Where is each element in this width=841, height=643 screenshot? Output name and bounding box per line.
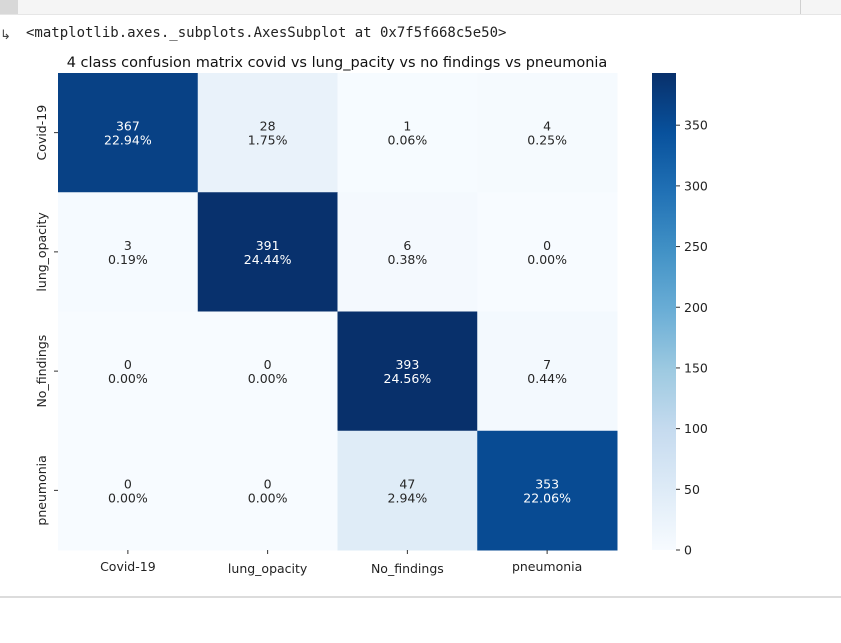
x-tick-label-2: No_findings (371, 561, 444, 576)
heatmap-cell-r2-c2 (337, 311, 478, 432)
cell-count-r1-c1: 391 (256, 238, 280, 253)
chart-title: 4 class confusion matrix covid vs lung_p… (67, 55, 608, 71)
y-axis-ticks: Covid-19 lung_opacity No_findings pneumonia (34, 105, 58, 526)
cell-count-r2-c1: 0 (264, 357, 272, 372)
cell-percent-r2-c2: 24.56% (384, 371, 432, 386)
colorbar-tick-label-0: 0 (684, 543, 692, 558)
heatmap-cell-r3-c2 (337, 430, 478, 551)
heatmap-cell-r0-c1 (197, 73, 338, 193)
heatmap-cell-r2-c1 (197, 311, 338, 432)
cell-percent-r2-c0: 0.00% (108, 371, 148, 386)
x-axis-ticks: Covid-19 lung_opacity No_findings pneumonia (100, 550, 582, 576)
cell-bottom-border (0, 596, 841, 598)
colorbar (652, 73, 676, 550)
y-tick-label-2: No_findings (34, 335, 49, 408)
cell-percent-r1-c1: 24.44% (244, 252, 292, 267)
cell-percent-r0-c1: 1.75% (248, 133, 288, 148)
x-tick-label-0: Covid-19 (100, 559, 156, 574)
heatmap-cell-r1-c1 (197, 192, 338, 312)
heatmap-cell-r2-c0 (58, 311, 199, 432)
colorbar-ticks: 0 50 100 150 200 250 300 350 (676, 118, 708, 558)
y-tick-label-0: Covid-19 (34, 105, 49, 161)
colorbar-tick-label-5: 250 (684, 239, 708, 254)
cell-percent-r3-c2: 2.94% (388, 490, 428, 505)
cell-percent-r3-c0: 0.00% (108, 490, 148, 505)
cell-count-r2-c3: 7 (543, 357, 551, 372)
cell-count-r0-c3: 4 (543, 119, 551, 134)
cell-count-r3-c3: 353 (535, 476, 559, 491)
cell-percent-r0-c0: 22.94% (104, 133, 152, 148)
cell-count-r0-c0: 367 (116, 119, 140, 134)
cell-output-repr: <matplotlib.axes._subplots.AxesSubplot a… (26, 25, 507, 41)
heatmap-cell-r0-c0 (58, 73, 199, 193)
colorbar-tick-label-3: 150 (684, 360, 708, 375)
cell-count-r2-c2: 393 (395, 357, 419, 372)
cell-percent-r1-c2: 0.38% (388, 252, 428, 267)
output-arrow-icon: ↳ (0, 28, 11, 43)
cell-count-r1-c2: 6 (403, 238, 411, 253)
notebook-cell-top-bar (0, 0, 841, 15)
cell-count-r0-c1: 28 (260, 119, 276, 134)
heatmap-cell-r1-c3 (477, 192, 618, 312)
cell-percent-r3-c1: 0.00% (248, 490, 288, 505)
cell-percent-r1-c3: 0.00% (527, 252, 567, 267)
heatmap-cells: 36722.94%281.75%10.06%40.25%30.19%39124.… (58, 73, 618, 551)
cell-percent-r0-c3: 0.25% (527, 133, 567, 148)
y-tick-label-1: lung_opacity (34, 212, 49, 292)
heatmap-cell-r2-c3 (477, 311, 618, 432)
cell-count-r0-c2: 1 (403, 119, 411, 134)
cell-count-r1-c3: 0 (543, 238, 551, 253)
cell-gutter-tab (0, 0, 18, 14)
x-tick-label-3: pneumonia (512, 559, 582, 574)
cell-count-r3-c2: 47 (399, 476, 415, 491)
heatmap-cell-r3-c3 (477, 430, 618, 551)
cell-percent-r0-c2: 0.06% (388, 133, 428, 148)
cell-percent-r2-c1: 0.00% (248, 371, 288, 386)
heatmap-cell-r3-c0 (58, 430, 199, 551)
toolbar-separator (800, 0, 801, 14)
colorbar-tick-label-7: 350 (684, 118, 708, 133)
cell-count-r3-c0: 0 (124, 476, 132, 491)
cell-count-r1-c0: 3 (124, 238, 132, 253)
y-tick-label-3: pneumonia (34, 455, 49, 525)
heatmap-cell-r0-c3 (477, 73, 618, 193)
cell-count-r3-c1: 0 (264, 476, 272, 491)
heatmap-cell-r1-c2 (337, 192, 478, 312)
colorbar-tick-label-4: 200 (684, 300, 708, 315)
cell-percent-r1-c0: 0.19% (108, 252, 148, 267)
colorbar-tick-label-1: 50 (684, 482, 700, 497)
cell-percent-r3-c3: 22.06% (523, 490, 571, 505)
heatmap-cell-r3-c1 (197, 430, 338, 551)
x-tick-label-1: lung_opacity (228, 561, 308, 576)
heatmap-cell-r0-c2 (337, 73, 478, 193)
colorbar-tick-label-2: 100 (684, 421, 708, 436)
cell-count-r2-c0: 0 (124, 357, 132, 372)
colorbar-tick-label-6: 300 (684, 178, 708, 193)
cell-percent-r2-c3: 0.44% (527, 371, 567, 386)
heatmap-cell-r1-c0 (58, 192, 199, 312)
